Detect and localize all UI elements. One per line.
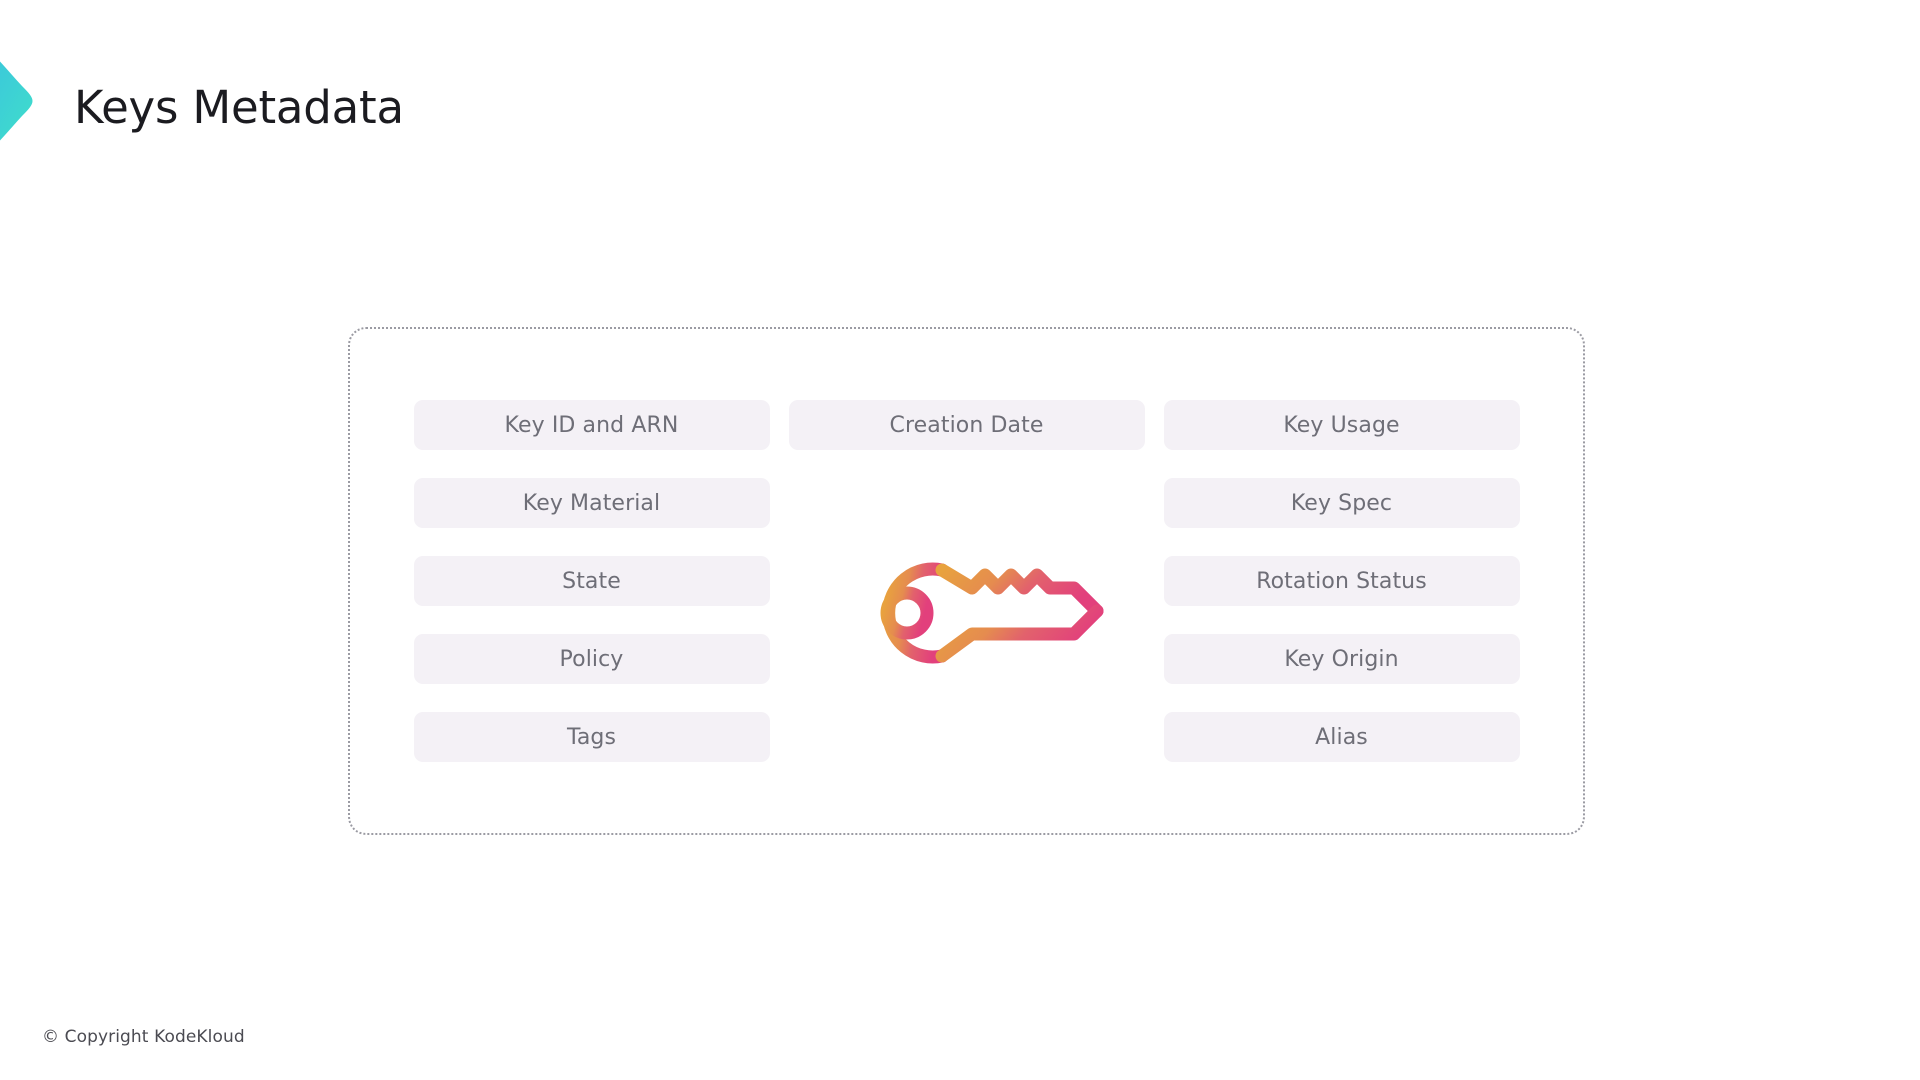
pill-key-material[interactable]: Key Material [413,478,770,528]
pill-alias[interactable]: Alias [1163,712,1520,762]
diagram-frame [348,327,1585,835]
pill-policy[interactable]: Policy [413,634,770,684]
center-column: Creation Date [788,400,1145,728]
kodekloud-chevron-logo [0,22,58,178]
footer-copyright: © Copyright KodeKloud [42,1027,245,1047]
pill-creation-date[interactable]: Creation Date [788,400,1145,450]
page-title: Keys Metadata [74,81,404,134]
right-column: Key Usage Key Spec Rotation Status Key O… [1163,400,1520,762]
pill-key-origin[interactable]: Key Origin [1163,634,1520,684]
pill-key-usage[interactable]: Key Usage [1163,400,1520,450]
pill-key-spec[interactable]: Key Spec [1163,478,1520,528]
pill-tags[interactable]: Tags [413,712,770,762]
pill-state[interactable]: State [413,556,770,606]
pill-rotation-status[interactable]: Rotation Status [1163,556,1520,606]
left-column: Key ID and ARN Key Material State Policy… [413,400,770,762]
pill-key-id-and-arn[interactable]: Key ID and ARN [413,400,770,450]
metadata-columns: Key ID and ARN Key Material State Policy… [348,327,1585,835]
key-icon [789,498,1145,728]
